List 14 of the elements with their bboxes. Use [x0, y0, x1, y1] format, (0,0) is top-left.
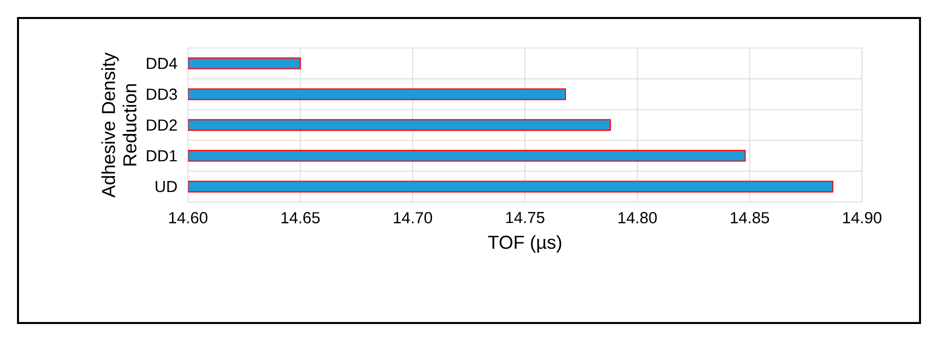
x-tick-label: 14.85: [730, 212, 770, 224]
x-tick-label: 14.65: [282, 212, 320, 224]
y-axis-title: Adhesive Density Reduction: [101, 52, 136, 198]
x-axis-title: TOF (µs): [488, 235, 562, 253]
x-tick-label: 14.70: [394, 212, 432, 224]
x-tick-label: 14.90: [843, 212, 882, 224]
x-tick-label: 14.75: [506, 212, 544, 224]
y-tick-label: DD3: [146, 88, 177, 100]
y-tick-label: UD: [156, 181, 177, 192]
y-tick-label: DD1: [146, 150, 177, 162]
y-tick-label: DD4: [146, 58, 178, 69]
x-tick-label: 14.80: [618, 212, 657, 224]
x-tick-label: 14.60: [169, 212, 208, 224]
y-tick-label: DD2: [146, 119, 177, 131]
